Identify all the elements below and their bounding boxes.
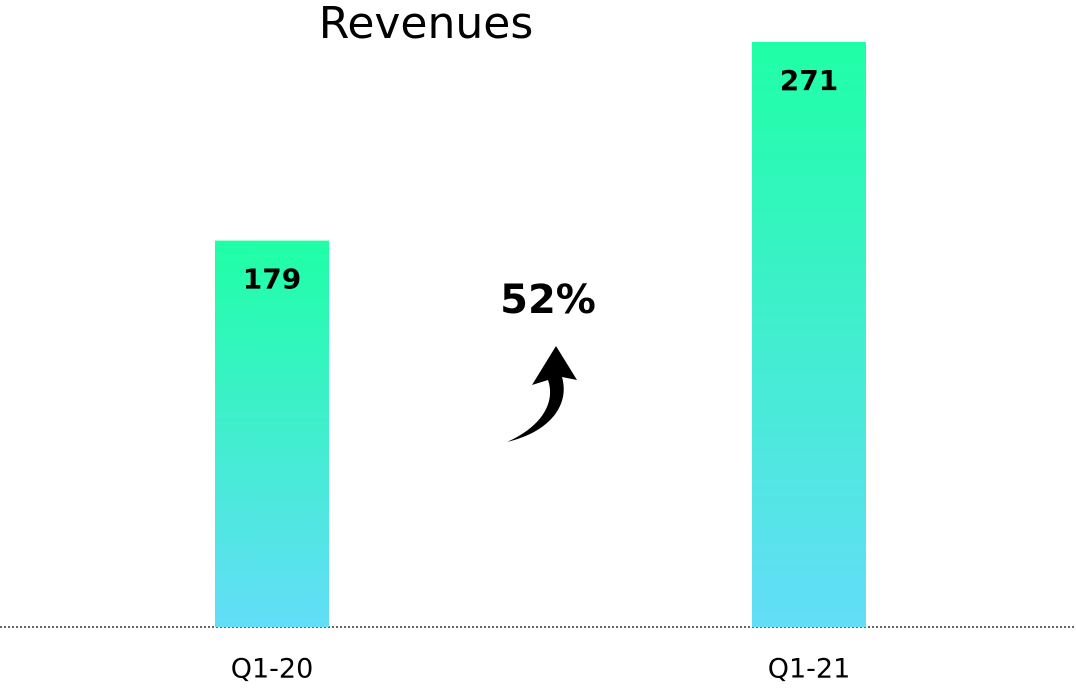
bar	[215, 240, 329, 627]
value-label: 271	[780, 64, 838, 97]
chart-title: Revenues	[319, 0, 534, 49]
growth-annotation: 52%	[500, 277, 596, 323]
growth-arrow	[507, 346, 577, 442]
x-tick-label: Q1-21	[768, 654, 851, 685]
x-tick-label: Q1-20	[231, 654, 314, 685]
bar	[752, 42, 866, 627]
value-label: 179	[243, 263, 301, 296]
